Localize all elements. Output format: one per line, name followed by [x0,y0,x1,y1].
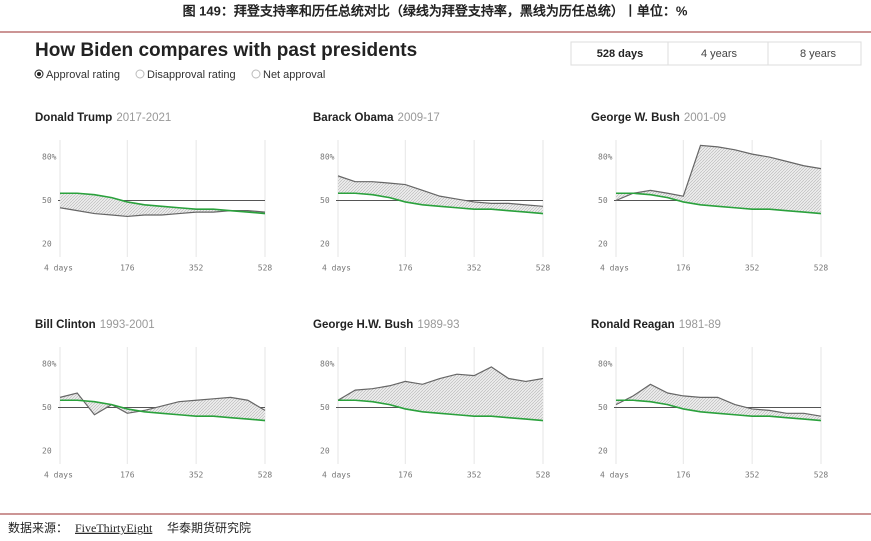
heading: How Biden compares with past presidents [35,40,417,61]
figure-title: 图 149：拜登支持率和历任总统对比（绿线为拜登支持率，黑线为历任总统）丨单位：… [183,3,688,18]
source-label: 数据来源： [8,520,68,535]
x-tick-label: 4 days [44,471,73,480]
line [59,392,266,416]
y-tick-label: 80% [598,360,613,369]
y-tick-label: 20 [42,446,52,455]
chart-title: Bill Clinton [35,319,96,331]
line [615,383,822,417]
small-chart: George H.W. Bush 1989-93 4 days 176 352 528 80… [313,319,550,479]
line [337,366,544,401]
line [337,175,544,207]
x-tick-label: 528 [536,471,551,480]
line [615,144,822,202]
x-tick-label: 352 [745,471,760,480]
small-chart: George W. Bush 2001-09 4 days 176 352 528 80% 5… [591,112,828,272]
x-tick-label: 4 days [600,471,629,480]
x-tick-label: 4 days [44,264,73,273]
chart-title: Barack Obama [313,112,394,124]
x-tick-label: 176 [120,471,135,480]
x-tick-label: 4 days [322,264,351,273]
x-tick-label: 4 days [600,264,629,273]
source: FiveThirtyEight [75,521,153,535]
y-tick-label: 50 [598,403,608,412]
gap-area [60,393,265,421]
y-tick-label: 20 [320,239,330,248]
chart-title: Donald Trump [35,112,112,124]
x-tick-label: 4 days [322,471,351,480]
option[interactable]: Net approval [263,69,325,81]
x-tick-label: 528 [258,264,273,273]
x-tick-label: 352 [189,471,204,480]
y-tick-label: 50 [598,196,608,205]
chart-title: Ronald Reagan [591,319,675,331]
y-tick-label: 50 [42,196,52,205]
line [616,399,822,422]
gap-area [338,175,543,214]
x-tick-label: 176 [398,264,413,273]
radio-dot [37,72,41,76]
y-tick-label: 20 [320,446,330,455]
line [338,192,544,215]
y-tick-label: 20 [42,239,52,248]
x-tick-label: 176 [676,471,691,480]
y-tick-label: 80% [598,153,613,162]
source-org: 华泰期货研究院 [167,520,251,535]
line [60,192,266,215]
gap-area [338,366,543,421]
tab[interactable]: 4 years [701,48,738,60]
chart-title: George W. Bush [591,112,680,124]
y-tick-label: 50 [320,403,330,412]
y-tick-label: 20 [598,239,608,248]
x-tick-label: 176 [676,264,691,273]
gap-area [616,145,821,214]
x-tick-label: 528 [536,264,551,273]
chart-subtitle: 1981-89 [679,319,721,331]
small-chart: Bill Clinton 1993-2001 4 days 176 352 528 80% 5… [35,319,272,479]
gap-area [616,384,821,421]
y-tick-label: 50 [42,403,52,412]
chart-subtitle: 1993-2001 [100,319,155,331]
line [616,192,822,215]
line [60,399,266,422]
x-tick-label: 176 [120,264,135,273]
tabs: 528 days 4 years 8 years [570,41,862,66]
x-tick-label: 352 [467,471,482,480]
y-tick-label: 50 [320,196,330,205]
option[interactable]: Approval rating [46,69,120,81]
chart-subtitle: 1989-93 [417,319,459,331]
x-tick-label: 176 [398,471,413,480]
x-tick-label: 528 [814,471,829,480]
chart-subtitle: 2017-2021 [116,112,171,124]
gap-area [60,193,265,217]
y-tick-label: 20 [598,446,608,455]
y-tick-label: 80% [320,153,335,162]
chart-title: George H.W. Bush [313,319,413,331]
line [338,399,544,422]
x-tick-label: 352 [467,264,482,273]
tab[interactable]: 8 years [800,48,837,60]
small-chart: Ronald Reagan 1981-89 4 days 176 352 528 80% 50… [591,319,828,479]
x-tick-label: 352 [189,264,204,273]
chart-subtitle: 2009-17 [398,112,440,124]
tab-box [570,41,862,66]
chart-subtitle: 2001-09 [684,112,726,124]
x-tick-label: 528 [814,264,829,273]
option[interactable]: Disapproval rating [147,69,236,81]
radio[interactable] [135,69,145,79]
small-chart: Donald Trump 2017-2021 4 days 176 352 528 80% 5… [35,112,272,272]
x-tick-label: 528 [258,471,273,480]
y-tick-label: 80% [42,360,57,369]
radio[interactable] [34,69,44,79]
options: Approval rating Disapproval rating Net a… [34,69,325,81]
small-chart: Barack Obama 2009-17 4 days 176 352 528 80% 50 2… [313,112,550,272]
y-tick-label: 80% [42,153,57,162]
y-tick-label: 80% [320,360,335,369]
x-tick-label: 352 [745,264,760,273]
tab[interactable]: 528 days [597,48,643,60]
radio[interactable] [251,69,261,79]
